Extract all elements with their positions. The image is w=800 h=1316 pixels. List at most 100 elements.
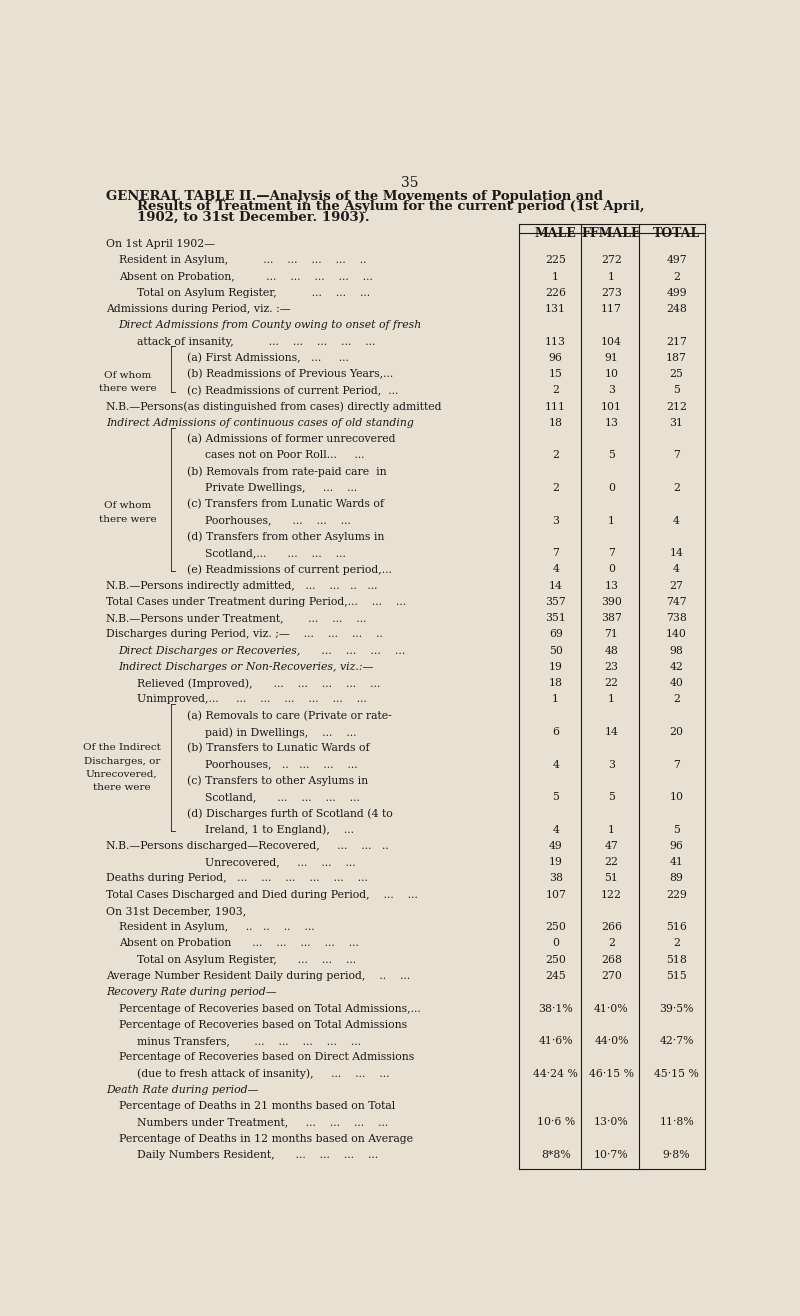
Text: Unimproved,...     ...    ...    ...    ...    ...    ...: Unimproved,... ... ... ... ... ... ... [138, 695, 367, 704]
Text: 4: 4 [552, 825, 559, 834]
Text: (due to fresh attack of insanity),     ...    ...    ...: (due to fresh attack of insanity), ... .… [138, 1069, 390, 1079]
Text: 111: 111 [546, 401, 566, 412]
Text: 41·6%: 41·6% [538, 1036, 573, 1046]
Text: 4: 4 [552, 759, 559, 770]
Text: 10·6 %: 10·6 % [537, 1117, 575, 1128]
Text: Unrecovered,: Unrecovered, [86, 770, 158, 779]
Text: 2: 2 [673, 271, 680, 282]
Text: 499: 499 [666, 288, 687, 297]
Text: 22: 22 [605, 857, 618, 867]
Text: (a) Removals to care (Private or rate-: (a) Removals to care (Private or rate- [187, 711, 391, 721]
Text: Percentage of Recoveries based on Total Admissions,...: Percentage of Recoveries based on Total … [118, 1004, 420, 1013]
Text: 131: 131 [546, 304, 566, 315]
Text: 13·0%: 13·0% [594, 1117, 629, 1128]
Text: 390: 390 [601, 597, 622, 607]
Text: Total Cases Discharged and Died during Period,    ...    ...: Total Cases Discharged and Died during P… [106, 890, 418, 900]
Text: 3: 3 [552, 516, 559, 525]
Text: 516: 516 [666, 923, 687, 932]
Text: 18: 18 [549, 678, 562, 688]
Text: (b) Transfers to Lunatic Wards of: (b) Transfers to Lunatic Wards of [187, 744, 370, 754]
Text: 2: 2 [673, 695, 680, 704]
Text: Discharges during Period, viz. ;—    ...    ...    ...    ..: Discharges during Period, viz. ;— ... ..… [106, 629, 383, 640]
Text: 351: 351 [546, 613, 566, 622]
Text: GENERAL TABLE II.—Analysis of the Movements of Population and: GENERAL TABLE II.—Analysis of the Moveme… [106, 191, 603, 204]
Text: Average Number Resident Daily during period,    ..    ...: Average Number Resident Daily during per… [106, 971, 410, 980]
Text: 101: 101 [601, 401, 622, 412]
Text: 10: 10 [605, 368, 618, 379]
Text: N.B.—Persons(as distinguished from cases) directly admitted: N.B.—Persons(as distinguished from cases… [106, 401, 442, 412]
Text: 27: 27 [670, 580, 683, 591]
Text: there were: there were [93, 783, 150, 792]
Text: 13: 13 [605, 580, 618, 591]
Text: (d) Discharges furth of Scotland (4 to: (d) Discharges furth of Scotland (4 to [187, 808, 393, 819]
Text: Results of Treatment in the Asylum for the current period (1st April,: Results of Treatment in the Asylum for t… [138, 200, 645, 213]
Text: 18: 18 [549, 418, 562, 428]
Text: 49: 49 [549, 841, 562, 851]
Text: 91: 91 [605, 353, 618, 363]
Text: 38: 38 [549, 874, 562, 883]
Text: 3: 3 [608, 759, 615, 770]
Text: Indirect Discharges or Non-Recoveries, viz.:—: Indirect Discharges or Non-Recoveries, v… [118, 662, 374, 672]
Text: attack of insanity,          ...    ...    ...    ...    ...: attack of insanity, ... ... ... ... ... [138, 337, 375, 346]
Text: N.B.—Persons discharged—Recovered,     ...    ...   ..: N.B.—Persons discharged—Recovered, ... .… [106, 841, 389, 851]
Text: cases not on Poor Roll...     ...: cases not on Poor Roll... ... [206, 450, 365, 461]
Text: (b) Removals from rate-paid care  in: (b) Removals from rate-paid care in [187, 467, 386, 478]
Text: Direct Admissions from County owing to onset of fresh: Direct Admissions from County owing to o… [118, 320, 422, 330]
Text: 273: 273 [601, 288, 622, 297]
Text: 50: 50 [549, 646, 562, 655]
Text: (e) Readmissions of current period,...: (e) Readmissions of current period,... [187, 565, 392, 575]
Text: Resident in Asylum,     ..   ..    ..    ...: Resident in Asylum, .. .. .. ... [118, 923, 314, 932]
Text: 4: 4 [673, 565, 680, 574]
Text: 7: 7 [673, 759, 680, 770]
Text: (b) Readmissions of Previous Years,...: (b) Readmissions of Previous Years,... [187, 368, 393, 379]
Text: 46·15 %: 46·15 % [589, 1069, 634, 1079]
Text: Private Dwellings,     ...    ...: Private Dwellings, ... ... [206, 483, 358, 494]
Text: 2: 2 [552, 386, 559, 395]
Text: 1902, to 31st December. 1903).: 1902, to 31st December. 1903). [138, 211, 370, 224]
Text: 19: 19 [549, 662, 562, 672]
Text: FFMALE: FFMALE [582, 226, 642, 240]
Text: 31: 31 [670, 418, 683, 428]
Text: 96: 96 [549, 353, 562, 363]
Text: 113: 113 [546, 337, 566, 346]
Text: TOTAL: TOTAL [653, 226, 700, 240]
Text: Total on Asylum Register,      ...    ...    ...: Total on Asylum Register, ... ... ... [138, 954, 356, 965]
Text: minus Transfers,       ...    ...    ...    ...    ...: minus Transfers, ... ... ... ... ... [138, 1036, 362, 1046]
Text: 1: 1 [552, 695, 559, 704]
Text: 14: 14 [605, 726, 618, 737]
Text: Numbers under Treatment,     ...    ...    ...    ...: Numbers under Treatment, ... ... ... ... [138, 1117, 389, 1128]
Text: 122: 122 [601, 890, 622, 900]
Text: 23: 23 [605, 662, 618, 672]
Text: Percentage of Deaths in 12 months based on Average: Percentage of Deaths in 12 months based … [118, 1133, 413, 1144]
Text: Percentage of Recoveries based on Direct Admissions: Percentage of Recoveries based on Direct… [118, 1053, 414, 1062]
Text: 250: 250 [546, 954, 566, 965]
Text: 39·5%: 39·5% [659, 1004, 694, 1013]
Text: 357: 357 [546, 597, 566, 607]
Text: 7: 7 [673, 450, 680, 461]
Text: (a) Admissions of former unrecovered: (a) Admissions of former unrecovered [187, 434, 395, 445]
Text: 225: 225 [546, 255, 566, 266]
Text: Recovery Rate during period—: Recovery Rate during period— [106, 987, 277, 998]
Text: 42·7%: 42·7% [659, 1036, 694, 1046]
Text: Admissions during Period, viz. :—: Admissions during Period, viz. :— [106, 304, 291, 315]
Text: 272: 272 [601, 255, 622, 266]
Text: Of the Indirect: Of the Indirect [82, 744, 161, 753]
Text: Absent on Probation      ...    ...    ...    ...    ...: Absent on Probation ... ... ... ... ... [118, 938, 358, 949]
Text: 19: 19 [549, 857, 562, 867]
Text: 13: 13 [605, 418, 618, 428]
Text: 4: 4 [552, 565, 559, 574]
Text: 96: 96 [670, 841, 683, 851]
Text: Of whom: Of whom [104, 371, 151, 380]
Text: 229: 229 [666, 890, 687, 900]
Text: (d) Transfers from other Asylums in: (d) Transfers from other Asylums in [187, 532, 384, 542]
Text: 270: 270 [601, 971, 622, 980]
Text: 2: 2 [608, 938, 615, 949]
Text: 248: 248 [666, 304, 687, 315]
Text: 245: 245 [546, 971, 566, 980]
Text: there were: there were [99, 515, 157, 524]
Text: 3: 3 [608, 386, 615, 395]
Text: MALE: MALE [535, 226, 577, 240]
Text: 212: 212 [666, 401, 687, 412]
Text: 738: 738 [666, 613, 687, 622]
Text: 250: 250 [546, 923, 566, 932]
